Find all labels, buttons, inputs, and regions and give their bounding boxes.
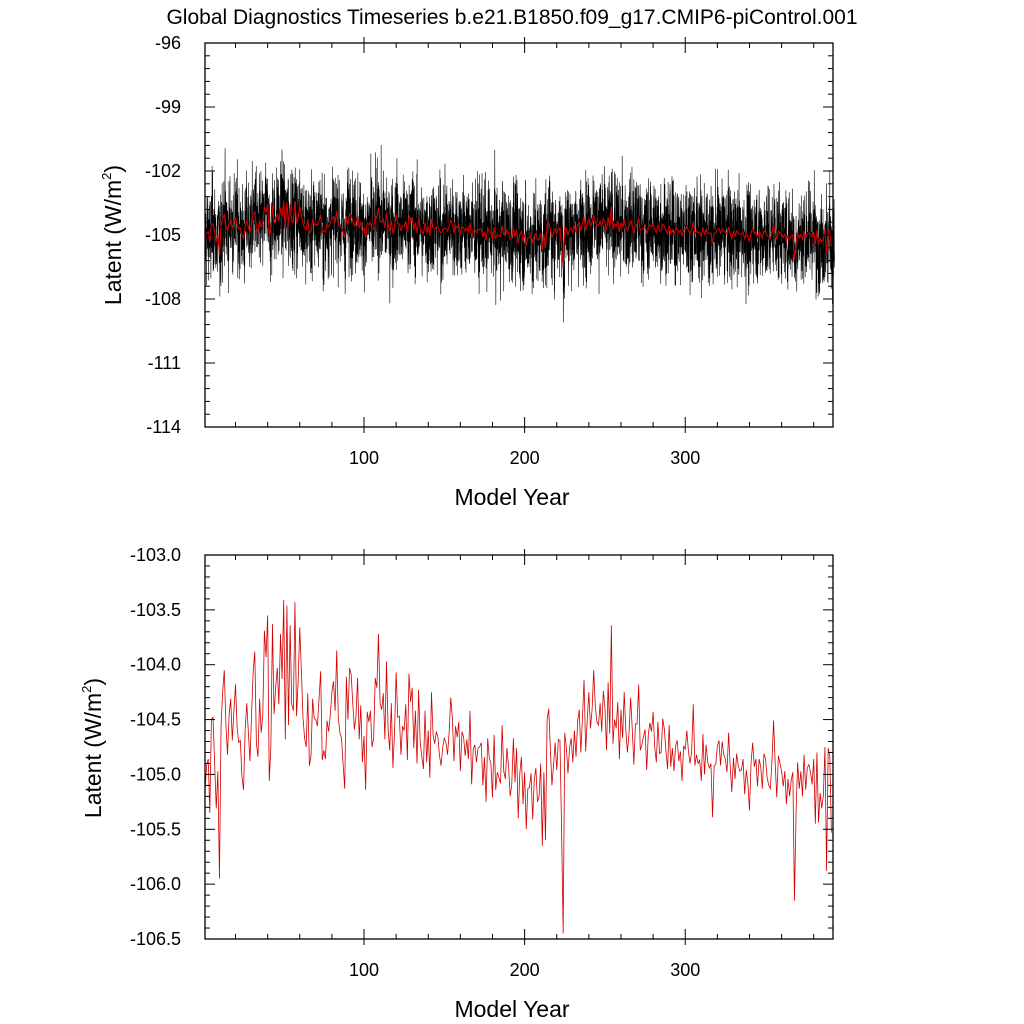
- top-axis-ticks: 100 200 300 -114 -111 -108 -105 -102 -99 -96: [145, 33, 833, 468]
- x-tick-label: 200: [510, 448, 540, 468]
- top-annual-series: [204, 201, 832, 266]
- x-tick-label: 100: [349, 448, 379, 468]
- y-tick-label: -105.5: [130, 819, 181, 839]
- figure-title: Global Diagnostics Timeseries b.e21.B185…: [166, 6, 857, 29]
- y-tick-label: -106.5: [130, 929, 181, 949]
- y-tick-label: -114: [146, 417, 181, 437]
- y-tick-label: -105: [145, 225, 181, 245]
- top-panel: 100 200 300 -114 -111 -108 -105 -102 -99 -96 Mode…: [99, 33, 835, 510]
- y-tick-label: -108: [145, 289, 181, 309]
- y-tick-label: -104.0: [130, 655, 181, 675]
- x-tick-label: 300: [670, 448, 700, 468]
- x-tick-label: 300: [670, 960, 700, 980]
- y-tick-label: -102: [145, 161, 181, 181]
- y-tick-label: -96: [155, 33, 181, 53]
- y-tick-label: -105.0: [130, 764, 181, 784]
- top-monthly-series: [204, 145, 835, 323]
- top-x-axis-label: Model Year: [454, 484, 569, 510]
- bottom-panel: 100 200 300 -106.5 -106.0 -105.5 -105.0 -104.5 -…: [79, 545, 834, 1022]
- y-tick-label: -104.5: [130, 710, 181, 730]
- bottom-x-axis-label: Model Year: [454, 996, 569, 1022]
- bottom-y-axis-label: Latent (W/m2): [79, 678, 106, 818]
- y-tick-label: -111: [148, 353, 181, 373]
- y-tick-label: -103.0: [130, 545, 181, 565]
- top-y-axis-label: Latent (W/m2): [99, 165, 126, 305]
- bottom-annual-series: [204, 599, 832, 934]
- y-tick-label: -99: [155, 97, 181, 117]
- y-tick-label: -106.0: [130, 874, 181, 894]
- x-tick-label: 200: [510, 960, 540, 980]
- x-tick-label: 100: [349, 960, 379, 980]
- y-tick-label: -103.5: [130, 600, 181, 620]
- bottom-axis-ticks: 100 200 300 -106.5 -106.0 -105.5 -105.0 -104.5 -…: [130, 545, 833, 980]
- bottom-plot-frame: [204, 554, 834, 940]
